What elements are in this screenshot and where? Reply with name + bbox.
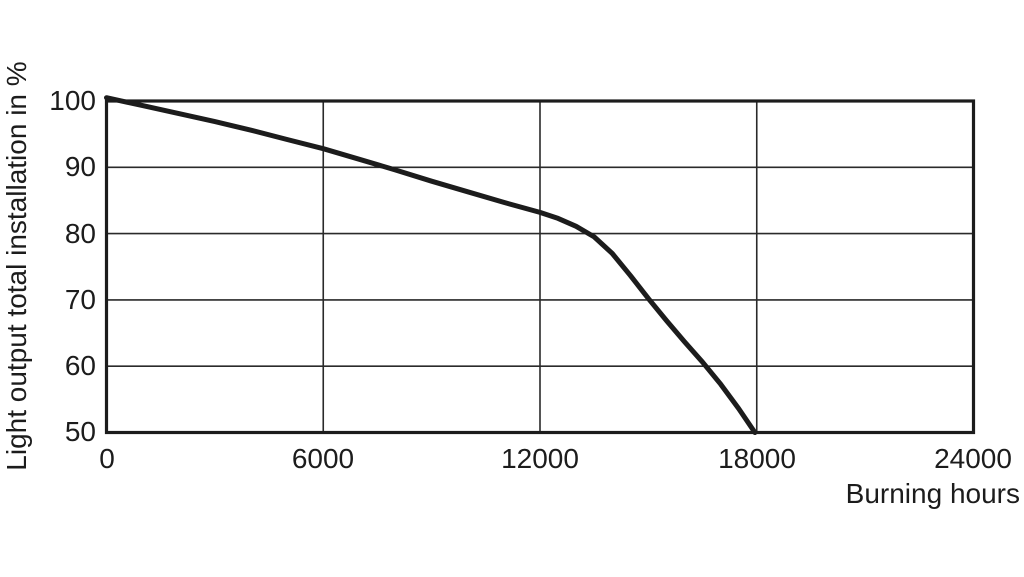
x-tick-label-0: 0	[99, 443, 115, 474]
y-tick-label-70: 70	[64, 284, 96, 315]
lumen-depreciation-curve	[104, 95, 758, 435]
x-tick-label-24000: 24000	[934, 443, 1012, 474]
x-tick-label-18000: 18000	[718, 443, 796, 474]
x-axis-title: Burning hours	[845, 478, 1020, 509]
y-tick-label-60: 60	[64, 350, 96, 381]
y-tick-label-80: 80	[64, 218, 96, 249]
y-tick-label-100: 100	[49, 85, 96, 116]
plot-frame	[104, 99, 976, 435]
x-tick-label-12000: 12000	[501, 443, 579, 474]
y-axis-title: Light output total installation in %	[1, 61, 32, 471]
y-tick-label-50: 50	[64, 416, 96, 447]
y-tick-label-90: 90	[64, 151, 96, 182]
x-tick-label-6000: 6000	[291, 443, 355, 474]
